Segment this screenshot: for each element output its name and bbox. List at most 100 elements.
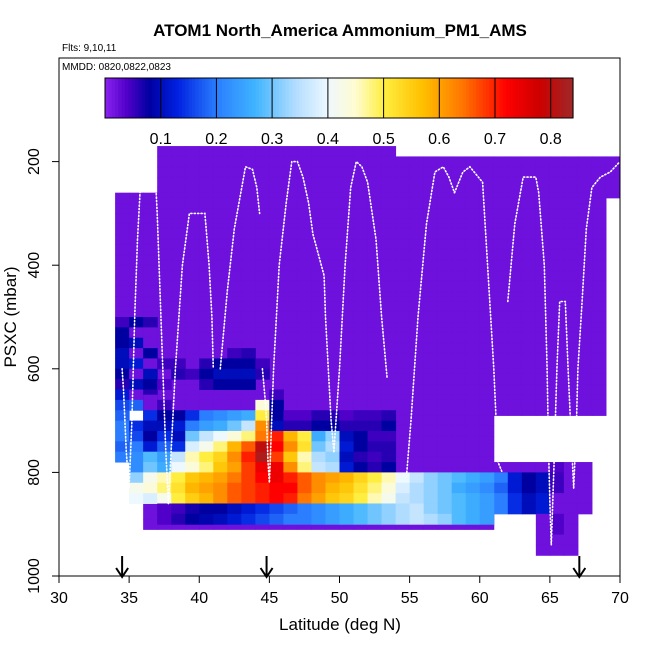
heatmap-cell bbox=[157, 187, 172, 199]
heatmap-cell bbox=[549, 322, 565, 334]
heatmap-cell bbox=[213, 482, 228, 494]
heatmap-cell bbox=[367, 373, 383, 385]
colorbar-segment bbox=[308, 78, 313, 118]
heatmap-cell bbox=[241, 156, 256, 168]
heatmap-cell bbox=[563, 177, 579, 188]
colorbar-segment bbox=[155, 78, 160, 118]
colorbar-segment bbox=[211, 78, 216, 118]
heatmap-cell bbox=[129, 337, 144, 349]
heatmap-cell bbox=[157, 493, 172, 504]
heatmap-cell bbox=[549, 384, 565, 396]
heatmap-cell bbox=[241, 493, 256, 504]
heatmap-cell bbox=[521, 503, 537, 515]
heatmap-cell bbox=[143, 451, 158, 463]
heatmap-cell bbox=[297, 156, 312, 168]
heatmap-cell bbox=[507, 462, 523, 473]
heatmap-cell bbox=[479, 493, 495, 504]
heatmap-cell bbox=[521, 187, 537, 199]
heatmap-cell bbox=[507, 363, 523, 375]
heatmap-cell bbox=[227, 228, 242, 240]
heatmap-cell bbox=[241, 420, 256, 432]
heatmap-cell bbox=[535, 208, 551, 220]
heatmap-cell bbox=[157, 332, 172, 344]
heatmap-cell bbox=[283, 270, 298, 282]
heatmap-cell bbox=[213, 197, 228, 209]
heatmap-cell bbox=[591, 239, 607, 251]
heatmap-cell bbox=[563, 363, 579, 375]
heatmap-cell bbox=[409, 472, 425, 484]
heatmap-cell bbox=[143, 441, 158, 453]
heatmap-cell bbox=[395, 332, 411, 344]
heatmap-cell bbox=[297, 441, 312, 453]
heatmap-cell bbox=[227, 503, 242, 515]
heatmap-cell bbox=[521, 166, 537, 178]
heatmap-cell bbox=[185, 410, 200, 422]
heatmap-cell bbox=[143, 462, 158, 473]
heatmap-cell bbox=[227, 420, 242, 432]
heatmap-cell bbox=[605, 177, 621, 188]
heatmap-cell bbox=[199, 482, 214, 494]
heatmap-cell bbox=[535, 166, 551, 178]
heatmap-cell bbox=[255, 270, 270, 282]
colorbar-segment bbox=[148, 78, 153, 118]
heatmap-cell bbox=[451, 301, 467, 313]
heatmap-cell bbox=[171, 368, 186, 380]
heatmap-cell bbox=[269, 249, 284, 261]
heatmap-cell bbox=[241, 177, 256, 188]
heatmap-cell bbox=[157, 208, 172, 220]
heatmap-cell bbox=[199, 394, 214, 406]
heatmap-cell bbox=[115, 275, 130, 287]
heatmap-cell bbox=[521, 218, 537, 230]
heatmap-cell bbox=[129, 213, 144, 225]
heatmap-cell bbox=[409, 218, 425, 230]
heatmap-cell bbox=[353, 166, 369, 178]
heatmap-cell bbox=[297, 503, 312, 515]
heatmap-cell bbox=[311, 503, 326, 515]
heatmap-cell bbox=[395, 353, 411, 365]
heatmap-cell bbox=[269, 493, 284, 504]
heatmap-cell bbox=[353, 177, 369, 188]
heatmap-cell bbox=[353, 208, 369, 220]
heatmap-cell bbox=[325, 373, 340, 385]
flights-note: Flts: 9,10,11 bbox=[62, 43, 117, 54]
heatmap-cell bbox=[465, 291, 481, 302]
heatmap-cell bbox=[283, 228, 298, 240]
heatmap-cell bbox=[381, 462, 397, 473]
heatmap-cell bbox=[479, 270, 495, 282]
heatmap-cell bbox=[339, 513, 355, 525]
heatmap-cell bbox=[311, 280, 326, 292]
heatmap-cell bbox=[367, 482, 383, 494]
heatmap-cell bbox=[493, 218, 509, 230]
heatmap-cell bbox=[311, 197, 326, 209]
colorbar-segment bbox=[472, 78, 477, 118]
colorbar-segment bbox=[278, 78, 283, 118]
heatmap-cell bbox=[423, 415, 439, 427]
heatmap-cell bbox=[563, 342, 579, 354]
heatmap-cell bbox=[423, 373, 439, 385]
flight-track bbox=[572, 160, 621, 489]
heatmap-cell bbox=[367, 239, 383, 251]
heatmap-cell bbox=[115, 441, 130, 453]
down-arrow-icon bbox=[259, 556, 274, 579]
heatmap-cell bbox=[185, 177, 200, 188]
heatmap-cell bbox=[157, 503, 172, 515]
heatmap-cell bbox=[521, 493, 537, 504]
heatmap-cell bbox=[311, 373, 326, 385]
heatmap-cell bbox=[437, 342, 453, 354]
heatmap-cell bbox=[227, 291, 242, 302]
colorbar-segment bbox=[235, 78, 240, 118]
heatmap-cell bbox=[185, 451, 200, 463]
heatmap-cell bbox=[199, 280, 214, 292]
heatmap-cell bbox=[437, 228, 453, 240]
heatmap-cell bbox=[395, 342, 411, 354]
heatmap-cell bbox=[479, 166, 495, 178]
flight-track bbox=[261, 160, 335, 483]
heatmap-cell bbox=[353, 239, 369, 251]
heatmap-cell bbox=[115, 430, 130, 442]
heatmap-cell bbox=[479, 322, 495, 334]
heatmap-cell bbox=[367, 513, 383, 525]
heatmap-cell bbox=[367, 156, 383, 168]
heatmap-cell bbox=[423, 384, 439, 396]
flight-track bbox=[506, 176, 575, 545]
heatmap-cell bbox=[451, 197, 467, 209]
